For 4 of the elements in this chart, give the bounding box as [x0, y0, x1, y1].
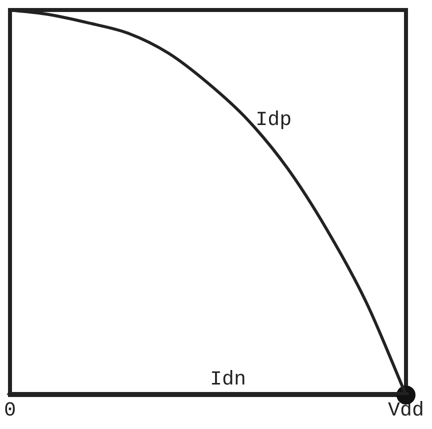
x-tick-label: Vdd [388, 399, 424, 422]
x-tick-label: 0 [4, 399, 16, 422]
series-label: Idp [256, 109, 292, 132]
series-label: Idn [210, 368, 246, 392]
